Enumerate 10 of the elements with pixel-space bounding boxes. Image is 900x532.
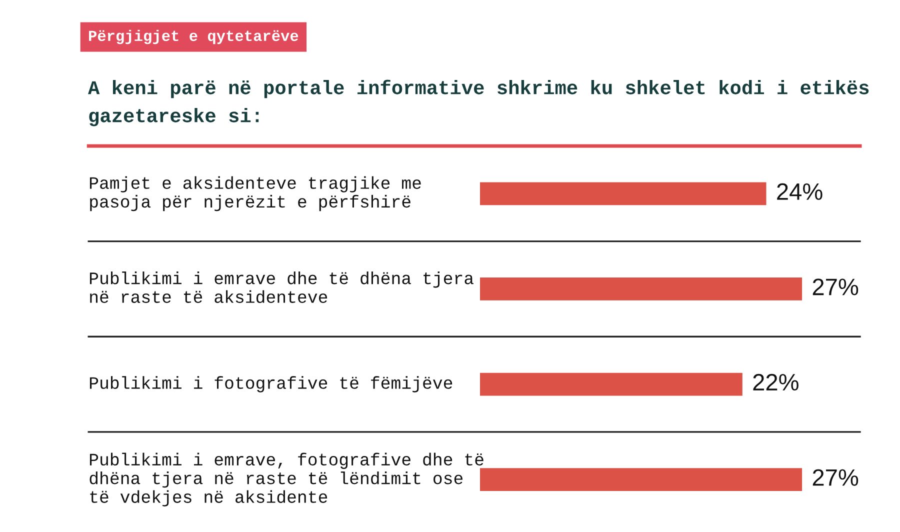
- data-label: 24%: [777, 183, 822, 200]
- chart-title: A keni parë në portale informative shkrime ku shkelet kodi i etikës gazetareske si:: [88, 80, 869, 126]
- y-tick-label: Publikimi i emrave, fotografive dhe të dhëna tjera në raste të lëndimit ose të vdekjes në aksidente: [90, 452, 484, 506]
- data-label: 27%: [812, 469, 858, 486]
- y-tick-label: Pamjet e aksidenteve tragjike me pasoja për njerëzit e përfshirë: [90, 176, 421, 212]
- data-label: 22%: [753, 374, 798, 391]
- text: Përgjigjet e qytetarëve: [89, 30, 298, 44]
- y-tick-label: Publikimi i fotografive të fëmijëve: [90, 376, 452, 392]
- data-label: 27%: [812, 278, 858, 296]
- y-tick-label: Publikimi i emrave dhe të dhëna tjera në raste të aksidenteve: [90, 272, 474, 304]
